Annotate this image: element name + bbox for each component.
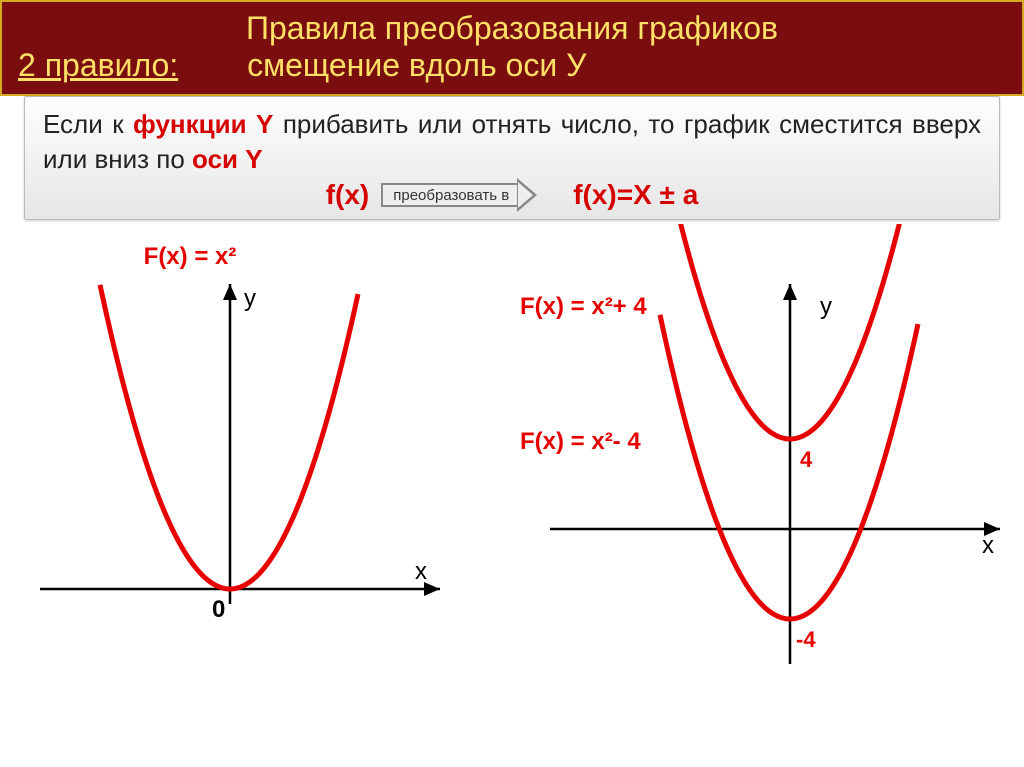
rule-text: смещение вдоль оси У [247, 47, 586, 83]
charts-row: F(x) = x² у х 0 F(x) = x²+ 4 F(x) = x²- 4 у х 4… [0, 220, 1024, 704]
chart-right-svg: F(x) = x²+ 4 F(x) = x²- 4 у х 4 -4 [480, 224, 1020, 704]
svg-text:F(x) = x²: F(x) = x² [144, 243, 237, 270]
explanation-text: Если к функции Y прибавить или отнять чи… [43, 107, 981, 177]
svg-text:х: х [982, 532, 994, 559]
slide-header: Правила преобразования графиков 2 правил… [0, 0, 1024, 96]
explain-prefix: Если к [43, 109, 133, 139]
svg-text:у: у [820, 293, 832, 320]
svg-text:F(x) = x²+ 4: F(x) = x²+ 4 [520, 293, 647, 320]
fx-right: f(x)=X ± a [573, 179, 698, 211]
header-title: Правила преобразования графиков [18, 10, 1006, 47]
chart-left: F(x) = x² у х 0 [10, 224, 470, 704]
svg-text:-4: -4 [796, 627, 816, 652]
svg-text:0: 0 [212, 596, 225, 623]
formula-row: f(x) преобразовать в f(x)=X ± a [43, 179, 981, 211]
svg-text:х: х [415, 558, 427, 585]
svg-text:у: у [244, 285, 256, 312]
arrow-label: преобразовать в [381, 183, 519, 207]
header-subtitle: 2 правило: смещение вдоль оси У [18, 47, 1006, 84]
svg-text:4: 4 [800, 447, 813, 472]
fx-left: f(x) [326, 179, 370, 211]
explain-hl1: функции Y [133, 109, 273, 139]
chart-right: F(x) = x²+ 4 F(x) = x²- 4 у х 4 -4 [480, 224, 1020, 704]
explain-hl2: оси Y [192, 144, 263, 174]
transform-arrow: преобразовать в [381, 183, 519, 207]
rule-number: 2 правило: [18, 47, 178, 83]
explanation-box: Если к функции Y прибавить или отнять чи… [24, 96, 1000, 220]
chart-left-svg: F(x) = x² у х 0 [10, 224, 470, 704]
svg-text:F(x) = x²- 4: F(x) = x²- 4 [520, 428, 641, 455]
arrow-head-icon [517, 178, 537, 212]
